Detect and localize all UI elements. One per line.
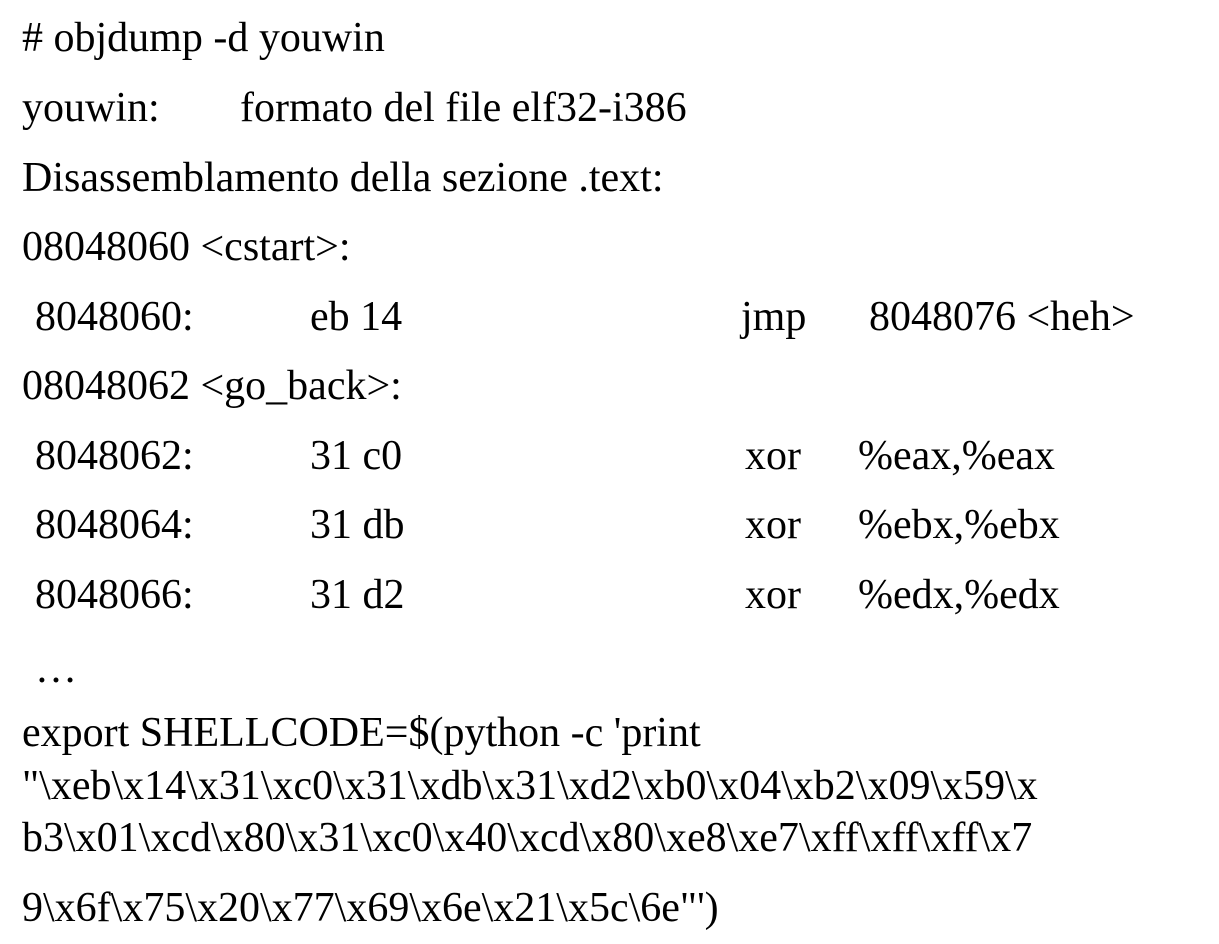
instruction-mnemonic: jmp bbox=[741, 294, 807, 340]
instruction-address: 8048062: bbox=[35, 433, 194, 479]
shellcode-line: export SHELLCODE=$(python -c 'print bbox=[22, 710, 701, 756]
shellcode-line: 9\x6f\x75\x20\x77\x69\x6e\x21\x5c\6e"') bbox=[22, 885, 719, 931]
instruction-bytes: eb 14 bbox=[310, 294, 403, 340]
instruction-address: 8048064: bbox=[35, 502, 194, 548]
instruction-mnemonic: xor bbox=[745, 572, 801, 618]
instruction-operands: %ebx,%ebx bbox=[858, 502, 1060, 548]
symbol-cstart: 08048060 <cstart>: bbox=[22, 224, 351, 270]
instruction-mnemonic: xor bbox=[745, 502, 801, 548]
shellcode-line: b3\x01\xcd\x80\x31\xc0\x40\xcd\x80\xe8\x… bbox=[22, 815, 1033, 861]
instruction-bytes: 31 db bbox=[310, 502, 405, 548]
shellcode-line: "\xeb\x14\x31\xc0\x31\xdb\x31\xd2\xb0\x0… bbox=[22, 763, 1038, 809]
instruction-address: 8048060: bbox=[35, 294, 194, 340]
instruction-operands: %eax,%eax bbox=[858, 433, 1056, 479]
section-heading: Disassemblamento della sezione .text: bbox=[22, 155, 664, 201]
file-format: formato del file elf32-i386 bbox=[240, 85, 687, 131]
instruction-operands: 8048076 <heh> bbox=[869, 294, 1135, 340]
instruction-bytes: 31 c0 bbox=[310, 433, 403, 479]
file-label: youwin: bbox=[22, 85, 160, 131]
instruction-bytes: 31 d2 bbox=[310, 572, 405, 618]
ellipsis: … bbox=[35, 646, 77, 692]
instruction-operands: %edx,%edx bbox=[858, 572, 1060, 618]
objdump-command: # objdump -d youwin bbox=[22, 15, 385, 61]
instruction-mnemonic: xor bbox=[745, 433, 801, 479]
symbol-go-back: 08048062 <go_back>: bbox=[22, 363, 402, 409]
instruction-address: 8048066: bbox=[35, 572, 194, 618]
